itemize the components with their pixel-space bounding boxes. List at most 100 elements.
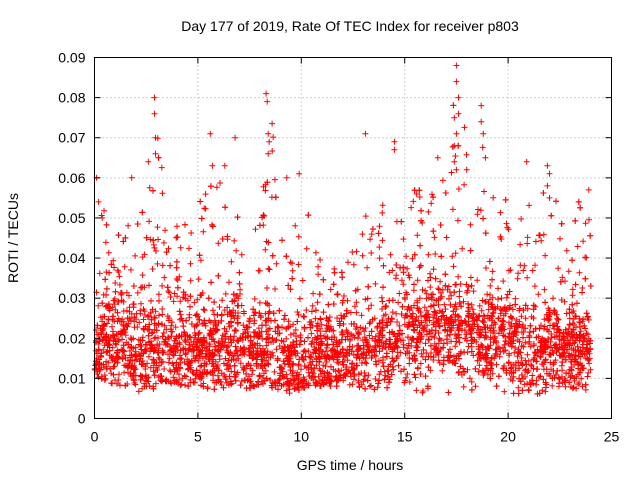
data-point <box>227 333 234 340</box>
data-point <box>365 283 372 290</box>
data-point <box>269 349 276 356</box>
data-point <box>339 358 346 365</box>
data-point <box>469 306 476 313</box>
data-point <box>416 295 423 302</box>
data-point <box>587 283 594 289</box>
data-point <box>408 304 415 311</box>
data-point <box>578 375 585 382</box>
data-point <box>333 339 340 346</box>
data-point <box>400 281 407 288</box>
data-point <box>584 313 591 320</box>
data-point <box>139 209 146 216</box>
data-point <box>468 282 475 289</box>
data-point <box>355 377 362 384</box>
data-point <box>182 221 188 228</box>
data-point <box>536 232 542 239</box>
data-point <box>120 342 127 349</box>
data-point <box>219 236 226 242</box>
data-point <box>496 345 503 352</box>
data-point <box>111 335 118 342</box>
data-point <box>287 350 294 356</box>
data-point <box>582 386 589 393</box>
data-point <box>502 333 509 340</box>
data-point <box>249 355 256 362</box>
data-point <box>112 338 119 345</box>
data-point <box>233 347 240 354</box>
data-point <box>455 334 462 341</box>
data-point <box>341 371 348 378</box>
data-point <box>399 303 406 310</box>
data-point <box>573 335 580 341</box>
data-point <box>450 263 457 270</box>
data-point <box>326 314 333 321</box>
data-point <box>251 333 257 340</box>
data-point <box>119 356 126 362</box>
data-point <box>263 342 270 349</box>
data-point <box>362 130 369 137</box>
data-point <box>330 346 336 353</box>
data-point <box>279 324 285 331</box>
data-point <box>327 377 334 384</box>
data-point <box>448 314 455 321</box>
data-point <box>217 346 224 353</box>
data-point <box>255 325 262 332</box>
data-point <box>187 303 193 310</box>
data-point <box>505 360 512 367</box>
data-point <box>326 376 333 383</box>
data-point <box>490 309 497 316</box>
data-point <box>292 352 299 359</box>
data-point <box>431 308 438 315</box>
data-point <box>430 314 437 321</box>
data-point <box>568 366 574 373</box>
data-point <box>448 319 455 326</box>
data-point <box>203 350 209 357</box>
data-point <box>409 310 416 317</box>
data-point <box>299 354 306 360</box>
data-point <box>116 273 123 280</box>
data-point <box>568 358 575 365</box>
data-point <box>417 371 424 377</box>
data-point <box>422 373 429 380</box>
data-point <box>168 333 175 340</box>
data-point <box>449 206 456 213</box>
data-point <box>417 336 424 343</box>
data-point <box>493 346 500 353</box>
data-point <box>166 343 173 350</box>
data-point <box>281 312 288 319</box>
data-point <box>333 377 340 384</box>
data-point <box>383 303 390 309</box>
data-point <box>545 336 552 342</box>
data-point <box>188 230 195 236</box>
data-point <box>576 379 583 386</box>
data-point <box>243 370 250 377</box>
data-point <box>96 336 103 343</box>
data-point <box>371 346 377 353</box>
data-point <box>451 289 458 296</box>
data-point <box>444 328 451 335</box>
data-point <box>487 336 494 343</box>
data-point <box>142 372 149 379</box>
data-point <box>289 275 296 282</box>
data-point <box>546 370 553 377</box>
data-point <box>285 324 292 331</box>
data-point <box>324 325 331 332</box>
data-point <box>127 335 134 342</box>
data-point <box>347 336 353 343</box>
data-point <box>549 347 556 354</box>
data-point <box>256 299 263 306</box>
data-point <box>524 234 531 241</box>
data-point <box>232 343 239 350</box>
data-point <box>550 361 557 368</box>
data-point <box>243 385 250 392</box>
data-point <box>429 296 435 303</box>
data-point <box>151 320 158 327</box>
data-point <box>382 303 389 310</box>
data-point <box>353 324 360 330</box>
data-point <box>500 278 507 285</box>
data-point <box>359 231 366 238</box>
data-point <box>331 351 338 358</box>
data-point <box>556 352 563 359</box>
data-point <box>174 277 181 284</box>
data-point <box>522 302 529 309</box>
data-point <box>420 388 427 394</box>
